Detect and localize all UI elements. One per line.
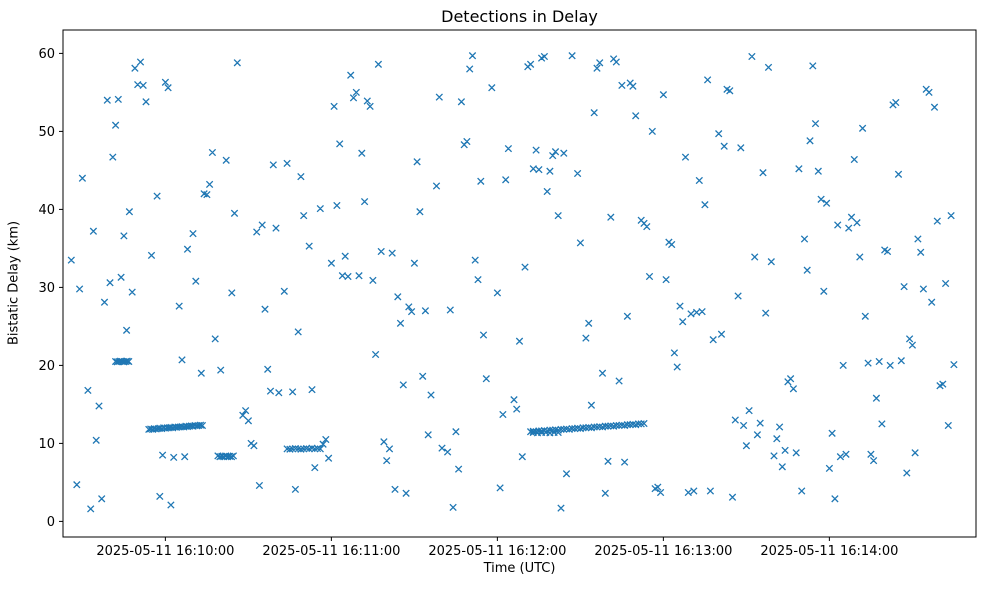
- x-tick-label: 2025-05-11 16:10:00: [96, 544, 234, 559]
- y-tick-label: 60: [38, 47, 55, 62]
- data-points: [67, 52, 958, 513]
- x-tick-label: 2025-05-11 16:12:00: [428, 544, 566, 559]
- chart-title: Detections in Delay: [441, 7, 598, 26]
- y-tick-label: 30: [38, 281, 55, 296]
- y-tick-label: 50: [38, 125, 55, 140]
- x-tick-label: 2025-05-11 16:11:00: [262, 544, 400, 559]
- x-tick-label: 2025-05-11 16:14:00: [760, 544, 898, 559]
- axes-frame: [62, 29, 977, 538]
- y-tick-label: 0: [47, 515, 55, 530]
- x-tick-label: 2025-05-11 16:13:00: [594, 544, 732, 559]
- x-axis-label: Time (UTC): [483, 561, 556, 576]
- y-tick-label: 40: [38, 203, 55, 218]
- y-tick-label: 20: [38, 359, 55, 374]
- y-tick-label: 10: [38, 437, 55, 452]
